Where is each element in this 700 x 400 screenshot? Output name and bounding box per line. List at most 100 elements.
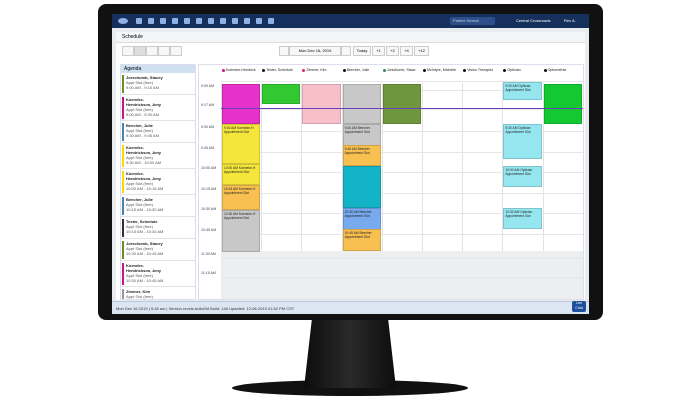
appointment[interactable]: 10:00 AM Koeneke-H Appointment Slot xyxy=(222,164,261,185)
live-chat[interactable]: Live Chat xyxy=(572,301,586,312)
nav-icon[interactable] xyxy=(184,18,190,24)
appointment-time: 10:45 AM xyxy=(344,231,359,235)
toolbar-button[interactable]: +2 xyxy=(386,46,399,56)
column-divider xyxy=(341,83,343,299)
time-line xyxy=(221,193,583,194)
nav-icon[interactable] xyxy=(160,18,166,24)
time-line xyxy=(221,234,583,235)
prev-button[interactable] xyxy=(279,46,289,56)
agenda-item[interactable]: Jorschumb, Stacey Appt Slot (free) 9:00 AM… xyxy=(121,74,195,95)
column-header[interactable]: McIntyre, Michelle xyxy=(423,68,456,72)
column-header[interactable]: Jorschumb, Stace xyxy=(382,68,416,72)
nav-icon[interactable] xyxy=(208,18,214,24)
next-button[interactable] xyxy=(341,46,351,56)
column-header[interactable]: Koeneke-Hendrick xyxy=(222,68,256,72)
toolbar-button[interactable]: +4 xyxy=(400,46,413,56)
agenda-time: 10:15 AM - 10:30 AM xyxy=(126,229,164,234)
status-dot xyxy=(423,68,426,72)
time-label: 9:17 AM xyxy=(201,103,215,107)
appointment-name: Optician xyxy=(518,84,531,88)
appointment[interactable] xyxy=(342,166,381,208)
agenda-item[interactable]: Beecher, Julie Appt Slot (free) 10:15 AM -… xyxy=(121,196,195,217)
appointment[interactable]: 9:45 AM Beecher Appointment Slot xyxy=(342,145,381,166)
appointment-time: 9:30 AM xyxy=(224,126,237,130)
appointment[interactable] xyxy=(382,84,421,124)
time-line xyxy=(221,277,583,278)
agenda-color-bar xyxy=(122,145,124,167)
time-label: 9:00 AM xyxy=(201,84,215,88)
appointment-name: Koeneke-H xyxy=(238,166,256,170)
screen: Patient Search Central Crossroads Rex A.… xyxy=(112,14,589,314)
monitor-stand xyxy=(304,318,396,388)
view-button[interactable] xyxy=(122,46,134,56)
agenda-item[interactable]: Koeneke-Hendrickson, Amy Appt Slot (free)… xyxy=(121,262,195,287)
appointment-name: Beecher xyxy=(359,231,372,235)
nav-icon[interactable] xyxy=(196,18,202,24)
view-button[interactable] xyxy=(146,46,158,56)
column-name: Vision Therapist xyxy=(467,68,493,72)
agenda-item[interactable]: Tester, Schedule Appt Slot (free) 10:15 AM… xyxy=(121,218,195,239)
panel-header: Schedule xyxy=(116,32,585,43)
nav-icon[interactable] xyxy=(172,18,178,24)
agenda-item[interactable]: Koeneke-Hendrickson, Amy Appt Slot (free)… xyxy=(121,170,195,195)
appointment-name: Optician xyxy=(520,168,533,172)
appointment[interactable]: 10:30 AM Koeneke-H Appointment Slot xyxy=(222,210,261,252)
agenda-item[interactable]: Beecher, Julie Appt Slot (free) 9:30 AM - … xyxy=(121,122,195,143)
patient-search[interactable]: Patient Search xyxy=(450,17,495,25)
appointment[interactable] xyxy=(342,84,381,124)
column-name: Beecher, Julie xyxy=(346,68,370,72)
appointment-type: Appointment Slot xyxy=(344,214,370,218)
appointment[interactable]: 10:00 AM Optician Appointment Slot xyxy=(503,166,542,187)
agenda-item[interactable]: Koeneke-Hendrickson, Amy Appt Slot (free)… xyxy=(121,96,195,121)
column-name: Optician xyxy=(507,68,521,72)
column-header[interactable]: Optician xyxy=(503,68,521,72)
toolbar-button[interactable]: Today xyxy=(353,46,371,56)
appointment[interactable] xyxy=(222,84,261,124)
agenda-title: Agenda xyxy=(121,65,195,73)
appointment-time: 9:30 AM xyxy=(505,126,518,130)
appointment[interactable]: 10:15 AM Koeneke-H Appointment Slot xyxy=(222,185,261,210)
appointment[interactable] xyxy=(262,84,301,104)
nav-icon[interactable] xyxy=(268,18,274,24)
agenda-color-bar xyxy=(122,289,124,299)
nav-icon[interactable] xyxy=(232,18,238,24)
agenda-item[interactable]: Jorschumb, Stacey Appt Slot (free) 10:30 A… xyxy=(121,240,195,261)
appointment[interactable]: 10:45 AM Beecher Appointment Slot xyxy=(342,229,381,251)
nav-icon[interactable] xyxy=(136,18,142,24)
user[interactable]: Rex A. xyxy=(564,18,576,23)
appointment-time: 10:30 AM xyxy=(344,210,359,214)
print-button[interactable] xyxy=(158,46,170,56)
status-dot xyxy=(342,68,346,72)
column-header[interactable]: Zimmer, Kim xyxy=(302,68,327,72)
list-button[interactable] xyxy=(170,46,182,56)
appointment[interactable]: 10:30 AM Optician Appointment Slot xyxy=(503,208,542,229)
column-header[interactable]: Vision Therapist xyxy=(463,68,493,72)
toolbar-button[interactable]: +1 xyxy=(372,46,385,56)
nav-icon[interactable] xyxy=(256,18,262,24)
appointment[interactable]: 9:30 AM Optician Appointment Slot xyxy=(503,124,542,159)
appointment[interactable]: 9:30 AM Koeneke-H Appointment Slot xyxy=(222,124,261,164)
column-header[interactable]: Tester, Schedule xyxy=(262,68,293,72)
column-header[interactable]: Beecher, Julie xyxy=(342,68,370,72)
nav-icon[interactable] xyxy=(220,18,226,24)
appointment[interactable]: 9:00 AM Optician Appointment Slot xyxy=(503,82,542,100)
appointment-type: Appointment Slot xyxy=(224,191,250,195)
appointment-type: Appointment Slot xyxy=(505,130,531,134)
agenda-item[interactable]: Koeneke-Hendrickson, Amy Appt Slot (free)… xyxy=(121,144,195,169)
view-button[interactable] xyxy=(134,46,146,56)
appointment-name: Optician xyxy=(518,126,531,130)
footer-version: Version revels-build/0d Build: 146 xyxy=(168,306,228,311)
appointment[interactable] xyxy=(543,84,582,124)
nav-icon[interactable] xyxy=(148,18,154,24)
column-header[interactable]: Optometrist xyxy=(543,68,566,72)
status-dot xyxy=(463,68,467,72)
location[interactable]: Central Crossroads xyxy=(516,18,551,23)
time-label: 10:00 AM xyxy=(201,166,217,170)
nav-icon[interactable] xyxy=(244,18,250,24)
appointment[interactable] xyxy=(302,84,341,124)
toolbar-button[interactable]: +12 xyxy=(414,46,429,56)
time-line xyxy=(221,213,583,214)
date-picker[interactable]: Mon Dec 16, 2019 xyxy=(289,46,341,56)
agenda-time: 9:30 AM - 10:00 AM xyxy=(126,160,162,165)
